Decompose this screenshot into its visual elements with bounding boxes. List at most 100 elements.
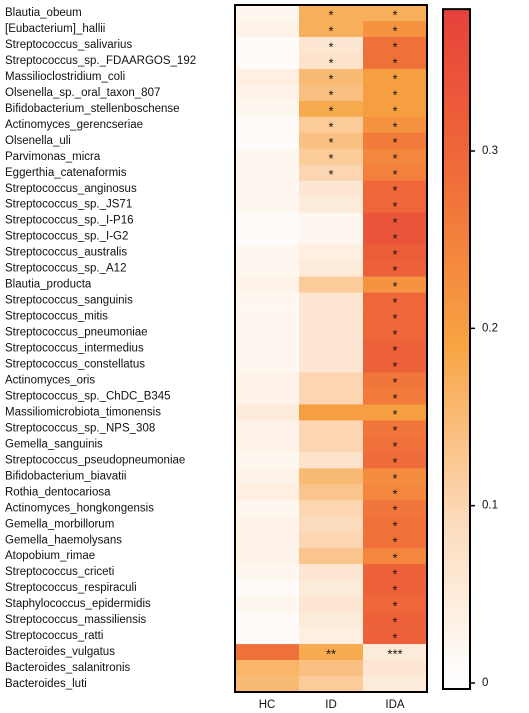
heatmap-cell [235,372,300,389]
significance-mark: * [392,503,397,518]
heatmap-cell [235,244,300,261]
heatmap-cell [363,580,428,597]
significance-mark: * [392,487,397,502]
significance-mark: * [328,119,333,134]
heatmap-cell [299,36,364,54]
significance-mark: * [392,327,397,342]
heatmap-cell [235,132,300,150]
significance-mark: * [392,599,397,614]
heatmap-cell [363,436,428,453]
heatmap-cell [363,68,428,86]
row-label: Atopobium_rimae [5,550,95,562]
significance-mark: * [392,71,397,86]
significance-mark: * [392,231,397,246]
heatmap-cell [235,84,300,102]
heatmap-cell [299,228,364,245]
heatmap-cell [299,116,364,134]
heatmap-cell [235,228,300,245]
heatmap-cell [299,388,364,405]
heatmap-cell [363,292,428,309]
heatmap-cell [299,436,364,453]
heatmap-cell [299,580,364,597]
heatmap-cell [235,468,300,485]
heatmap-cell [363,5,428,22]
heatmap-cell [235,628,300,645]
row-label: Streptococcus_sp._ChDC_B345 [5,390,171,402]
heatmap-cell [235,116,300,134]
heatmap-cell [235,404,300,421]
significance-mark: * [392,519,397,534]
significance-mark: * [328,167,333,182]
heatmap-cell [363,356,428,373]
heatmap-cell [235,260,300,277]
heatmap-cell [363,132,428,150]
significance-mark: * [392,119,397,134]
heatmap-cell [235,52,300,70]
heatmap-cell [299,596,364,613]
heatmap-cell [299,484,364,501]
significance-mark: * [392,39,397,54]
heatmap-cell [235,324,300,341]
row-label: Streptococcus_australis [5,247,127,259]
heatmap-cell [235,612,300,629]
heatmap-cell [235,596,300,613]
significance-mark: * [392,23,397,38]
heatmap-cell [299,500,364,517]
row-label: Bacteroides_salanitronis [5,662,131,674]
heatmap-cell [299,164,364,182]
row-label: Gemella_haemolysans [5,534,122,546]
heatmap-border [234,4,428,693]
significance-mark: * [392,87,397,102]
row-label: Streptococcus_sp._I-G2 [5,231,128,243]
significance-mark: ** [326,646,336,661]
heatmap-cell [363,388,428,405]
row-label: Streptococcus_ratti [5,630,103,642]
heatmap-cell [363,308,428,325]
heatmap-cell [363,660,428,677]
significance-mark: * [392,631,397,646]
heatmap-cell [299,516,364,533]
row-label: Streptococcus_respiraculi [5,582,137,594]
heatmap-cell [235,516,300,533]
row-label: Bacteroides_luti [5,678,87,690]
significance-mark: * [392,407,397,422]
row-label: Blautia_obeum [5,7,82,19]
row-label: Bifidobacterium_biavatii [5,470,126,482]
heatmap-cell [235,148,300,166]
significance-mark: * [392,471,397,486]
heatmap-cell [235,660,300,677]
row-label: Massilioclostridium_coli [5,71,125,83]
colorbar [443,9,470,683]
heatmap-cell [363,612,428,629]
heatmap-cell [235,100,300,118]
heatmap-cell [299,356,364,373]
significance-mark: * [392,167,397,182]
heatmap-cell [363,564,428,581]
row-label: Blautia_producta [5,279,92,291]
row-label: Gemella_sanguinis [5,438,103,450]
significance-mark: * [392,135,397,150]
significance-mark: * [392,535,397,550]
heatmap-cell [235,676,300,693]
row-label: Streptococcus_pneumoniae [5,327,148,339]
row-label: Streptococcus_sp._JS71 [5,199,132,211]
heatmap-cell [299,660,364,677]
heatmap-cell [299,292,364,309]
row-label: Streptococcus_sp._NPS_308 [5,422,155,434]
heatmap-cell [363,596,428,613]
heatmap-cell [299,100,364,118]
heatmap-cell [235,308,300,325]
row-label: Streptococcus_sp._I-P16 [5,215,134,227]
heatmap-cell [235,292,300,309]
heatmap-cell [363,196,428,213]
heatmap-cell [235,532,300,549]
heatmap-cell [299,676,364,693]
colorbar-tick-label: 0.1 [482,500,498,512]
heatmap-cell [235,20,300,38]
heatmap-cell [363,52,428,70]
significance-mark: * [392,263,397,278]
significance-mark: * [328,39,333,54]
heatmap-cell [363,116,428,134]
heatmap-cell [299,564,364,581]
significance-mark: * [392,279,397,294]
